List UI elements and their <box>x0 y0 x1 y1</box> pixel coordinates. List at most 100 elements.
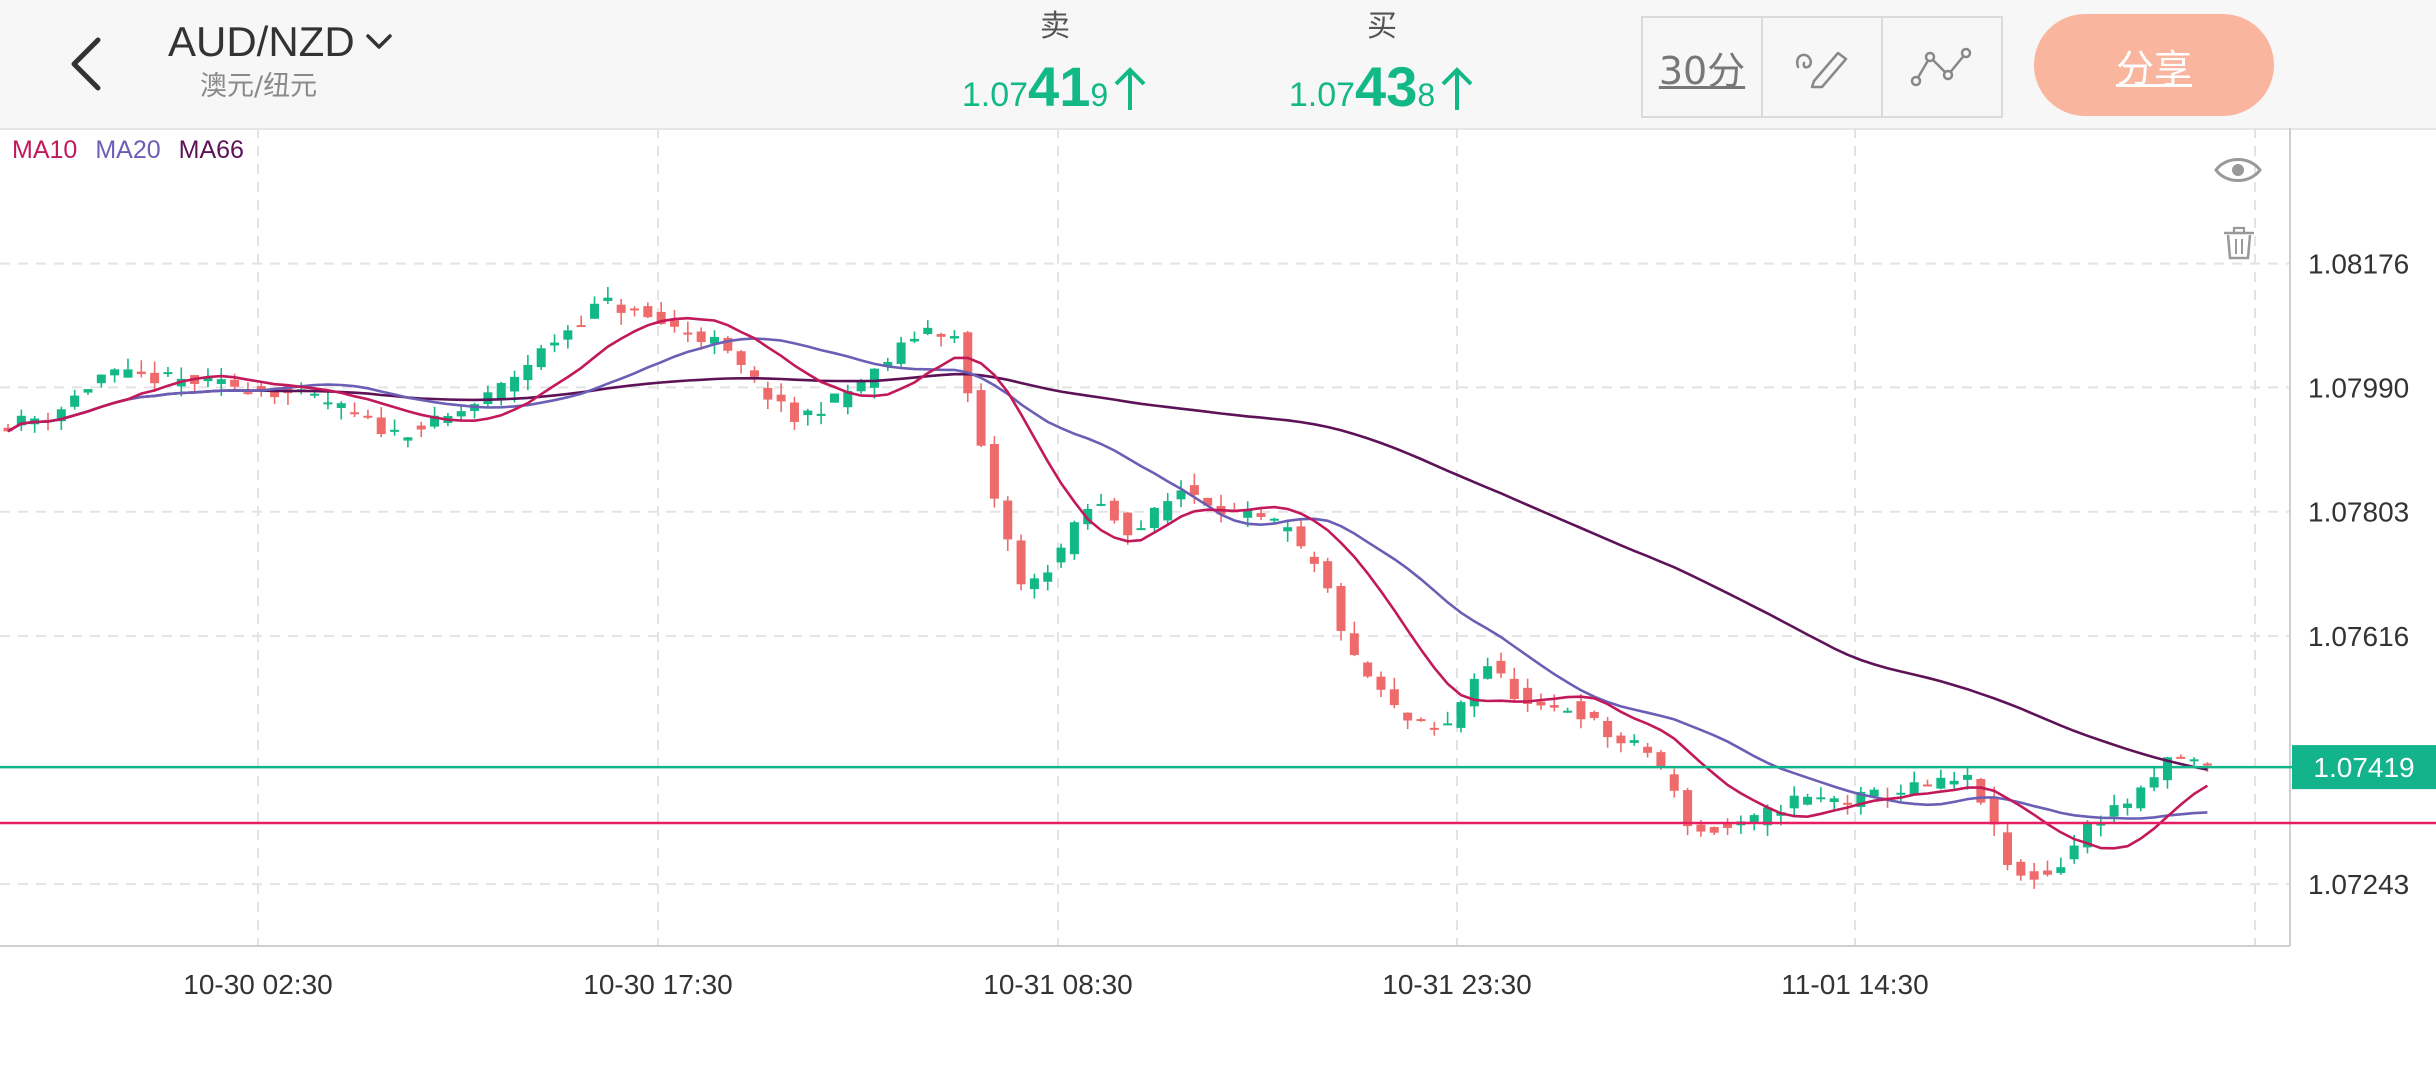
chart-area[interactable]: 1.08176 1.07990 1.07803 1.07616 1.07243 10-30… <box>0 128 2436 1062</box>
candle-body <box>1083 508 1093 525</box>
candle-body <box>603 297 613 301</box>
candle-body <box>1096 503 1106 506</box>
candle-body <box>2016 861 2026 876</box>
candle-body <box>1549 705 1559 708</box>
legend-ma10: MA10 <box>12 136 78 164</box>
candle-body <box>1349 633 1359 656</box>
candle-body <box>1123 512 1133 536</box>
candle-body <box>1643 746 1653 753</box>
x-tick-label: 10-30 17:30 <box>583 969 732 1000</box>
candle-body <box>1336 585 1346 631</box>
chevron-down-icon <box>365 34 392 49</box>
sell-quote[interactable]: 卖 1.07419 <box>935 6 1175 119</box>
candle-body <box>2003 832 2012 865</box>
candle-body <box>1629 740 1639 743</box>
chart-toolbar: 30分 <box>1641 16 2003 118</box>
candle-body <box>816 413 826 416</box>
candle-body <box>1523 687 1533 704</box>
timeframe-button[interactable]: 30分 <box>1643 18 1763 116</box>
candle-body <box>1069 522 1079 555</box>
visibility-toggle[interactable] <box>2214 152 2262 193</box>
eye-icon <box>2214 158 2262 182</box>
candle-body <box>1656 752 1666 768</box>
candle-body <box>456 411 466 417</box>
draw-tool-button[interactable] <box>1763 18 1883 116</box>
candle-body <box>256 386 266 392</box>
delete-drawings-button[interactable] <box>2222 226 2256 265</box>
candle-body <box>1696 824 1706 832</box>
candle-body <box>643 306 653 318</box>
candle-body <box>896 342 906 364</box>
candle-body <box>1389 689 1399 706</box>
candle-body <box>2176 756 2186 759</box>
pen-draw-icon <box>1795 51 1848 89</box>
candle-body <box>1283 527 1293 532</box>
symbol-selector[interactable]: AUD/NZD <box>168 18 393 66</box>
symbol-subtitle: 澳元/纽元 <box>200 71 318 102</box>
buy-quote[interactable]: 买 1.07438 <box>1262 6 1502 119</box>
share-button[interactable]: 分享 <box>2034 14 2274 116</box>
candlestick-chart[interactable]: 1.08176 1.07990 1.07803 1.07616 1.07243 10-30… <box>0 128 2436 1062</box>
y-tick-label: 1.07803 <box>2308 497 2409 528</box>
candle-body <box>550 342 560 346</box>
candle-body <box>1429 727 1439 730</box>
candle-body <box>1869 789 1879 797</box>
candle-body <box>16 415 26 426</box>
candle-body <box>1469 678 1479 707</box>
candle-body <box>763 387 773 400</box>
ma20-line <box>7 337 2208 820</box>
candle-body <box>1189 485 1199 495</box>
candle-body <box>1723 823 1733 828</box>
candle-body <box>776 394 786 402</box>
candle-body <box>216 379 226 385</box>
candle-body <box>1016 540 1026 585</box>
candle-body <box>856 382 866 392</box>
x-tick-label: 10-31 23:30 <box>1382 969 1531 1000</box>
candle-body <box>1709 827 1719 833</box>
indicator-button[interactable] <box>1883 18 2001 116</box>
x-tick-label: 10-31 08:30 <box>983 969 1132 1000</box>
candle-body <box>1056 547 1066 563</box>
timeframe-label: 30分 <box>1658 48 1746 93</box>
candle-body <box>1763 807 1773 826</box>
candle-body <box>949 336 959 339</box>
candle-body <box>723 337 733 351</box>
candle-body <box>403 437 413 441</box>
candle-body <box>1563 710 1573 713</box>
candle-body <box>1949 780 1959 785</box>
symbol-title: AUD/NZD <box>168 18 355 65</box>
back-button[interactable] <box>56 24 116 104</box>
candle-body <box>2082 823 2092 848</box>
candle-body <box>670 320 679 327</box>
ma10-line <box>7 316 2209 850</box>
candle-body <box>483 392 493 405</box>
candle-body <box>1163 501 1173 521</box>
candle-body <box>1416 719 1426 722</box>
candle-body <box>1149 507 1159 529</box>
sell-label: 卖 <box>1040 9 1070 44</box>
candle-body <box>2029 871 2039 880</box>
back-arrow-icon <box>71 37 101 91</box>
candle-body <box>656 311 666 324</box>
candle-body <box>1256 513 1266 517</box>
line-chart-icon <box>1910 47 1972 87</box>
y-tick-label: 1.07243 <box>2308 869 2409 900</box>
candle-body <box>430 415 440 427</box>
y-tick-label: 1.08176 <box>2308 249 2409 280</box>
up-arrow-icon <box>1114 67 1146 110</box>
candle-body <box>283 385 293 394</box>
candle-body <box>1816 797 1826 800</box>
ma66-line <box>7 372 2208 771</box>
candle-body <box>1483 666 1493 679</box>
candle-body <box>1003 500 1013 540</box>
ma-legend: MA10 MA20 MA66 <box>12 136 244 165</box>
buy-label: 买 <box>1367 9 1397 44</box>
candle-body <box>2162 757 2172 781</box>
candle-body <box>1843 802 1853 805</box>
candle-body <box>243 392 253 395</box>
candle-body <box>2069 845 2079 860</box>
candle-body <box>1043 572 1053 582</box>
candle-body <box>989 444 999 499</box>
candle-body <box>1323 561 1333 589</box>
candle-body <box>1803 796 1813 805</box>
